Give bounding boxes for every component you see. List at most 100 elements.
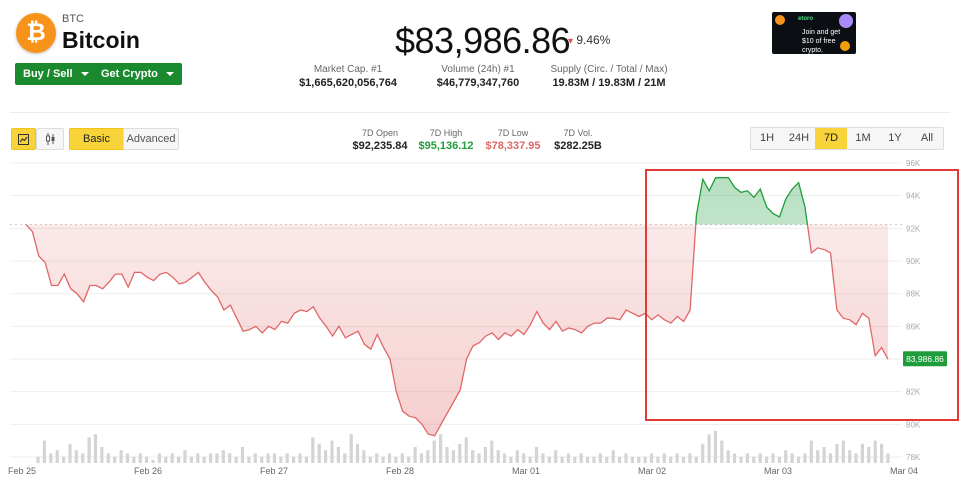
volume-bar <box>298 453 302 463</box>
volume-bar <box>886 453 890 463</box>
divider <box>10 112 950 113</box>
range-1y-button[interactable]: 1Y <box>888 132 902 144</box>
y-tick-label: 78K <box>906 453 921 462</box>
coin-logo: ₿ <box>16 13 56 53</box>
volume-bar <box>196 453 200 463</box>
x-tick-label: Mar 02 <box>638 466 666 476</box>
range-all-button[interactable]: All <box>920 132 934 144</box>
stat-label: Market Cap. #1 <box>313 64 383 75</box>
x-tick-label: Feb 27 <box>260 466 288 476</box>
volume-bar <box>349 434 353 463</box>
volume-bar <box>541 453 545 463</box>
volume-bar <box>324 450 328 463</box>
volume-bar <box>183 450 187 463</box>
volume-bar <box>272 453 277 463</box>
volume-bar <box>375 453 379 463</box>
volume-bar <box>496 450 500 463</box>
volume-bar <box>809 440 813 463</box>
candlestick-toggle[interactable] <box>36 128 64 150</box>
volume-bar <box>394 456 398 463</box>
price-area-above-open <box>695 177 808 225</box>
seven-day-low: 7D Low $78,337.95 <box>482 128 544 152</box>
volume-bar <box>62 456 66 463</box>
volume-bar <box>177 456 181 463</box>
get-crypto-button[interactable]: Get Crypto <box>93 63 182 85</box>
coin-icon <box>775 15 785 25</box>
price-value: $83,986.86 <box>395 20 571 61</box>
volume-bar <box>522 453 526 463</box>
volume-bar <box>586 456 590 463</box>
volume-bar <box>292 456 296 463</box>
x-tick-label: Mar 04 <box>890 466 918 476</box>
price-area-below-open <box>26 224 888 436</box>
y-tick-label: 96K <box>906 159 921 168</box>
coin-name: Bitcoin <box>62 27 140 53</box>
ad-banner[interactable]: etoro Join and get $10 of free crypto. <box>772 12 856 54</box>
volume-bar <box>848 450 852 463</box>
stat-value: 19.83M / 19.83M / 21M <box>552 77 666 89</box>
volume-bar <box>49 453 53 463</box>
range-24h-button[interactable]: 24H <box>788 132 810 144</box>
volume-bar <box>662 453 666 463</box>
volume-bar <box>368 456 372 463</box>
y-tick-label: 94K <box>906 192 921 201</box>
volume-bar <box>854 453 858 463</box>
volume-bar <box>720 440 724 463</box>
candlestick-icon <box>45 133 54 146</box>
volume-bar <box>752 456 756 463</box>
volume-bar <box>74 450 78 463</box>
stat-label: 7D Vol. <box>563 128 593 138</box>
x-tick-label: Mar 03 <box>764 466 792 476</box>
volume-bar <box>439 434 443 463</box>
volume-bar <box>611 450 615 463</box>
volume-bar <box>483 447 487 463</box>
volume-bar <box>573 456 577 463</box>
volume-bar <box>477 453 481 463</box>
range-7d-button[interactable]: 7D <box>815 128 847 149</box>
volume-bar <box>675 453 679 463</box>
volume-bar <box>598 453 602 463</box>
advanced-view-button[interactable]: Advanced <box>123 128 179 150</box>
volume-bar <box>502 453 507 463</box>
volume-bar <box>726 450 730 463</box>
volume-bar <box>36 456 40 463</box>
volume-bar <box>68 443 72 463</box>
volume-bar <box>381 456 385 463</box>
coin-symbol: BTC <box>62 13 84 25</box>
volume-bar <box>841 440 845 463</box>
stat-value: $78,337.95 <box>485 140 541 152</box>
volume-bar <box>784 450 788 463</box>
volume-bar <box>490 440 494 463</box>
price-chart[interactable]: 96K94K92K90K88K86K84K82K80K78KFeb 25Feb … <box>0 155 960 494</box>
volume-bar <box>445 447 449 463</box>
volume-stat: Volume (24h) #1 $46,779,347,760 <box>432 64 524 89</box>
volume-bar <box>93 434 98 463</box>
line-chart-toggle[interactable] <box>11 128 36 150</box>
volume-bar <box>528 456 532 463</box>
price-line-above-open <box>26 177 809 225</box>
highlight-box <box>645 169 959 421</box>
stat-label: 7D High <box>429 128 463 138</box>
stat-value: $92,235.84 <box>352 140 408 152</box>
range-1m-button[interactable]: 1M <box>855 132 871 144</box>
volume-bar <box>745 453 749 463</box>
volume-bar <box>451 450 455 463</box>
range-1h-button[interactable]: 1H <box>759 132 775 144</box>
volume-bar <box>400 453 404 463</box>
buy-sell-button[interactable]: Buy / Sell <box>15 63 97 85</box>
seven-day-high: 7D High $95,136.12 <box>415 128 477 152</box>
volume-bar <box>822 447 826 463</box>
seven-day-volume: 7D Vol. $282.25B <box>550 128 606 152</box>
x-tick-label: Feb 26 <box>134 466 162 476</box>
volume-bar <box>816 450 820 463</box>
stat-label: 7D Open <box>361 128 399 138</box>
volume-bar <box>343 453 347 463</box>
volume-bar <box>413 447 417 463</box>
volume-bar <box>215 453 219 463</box>
ad-text-line: $10 of free crypto. <box>802 38 836 54</box>
basic-view-button[interactable]: Basic <box>69 128 124 150</box>
volume-bar <box>189 456 193 463</box>
volume-bar <box>579 453 583 463</box>
volume-bar <box>132 456 136 463</box>
volume-bar <box>547 456 551 463</box>
